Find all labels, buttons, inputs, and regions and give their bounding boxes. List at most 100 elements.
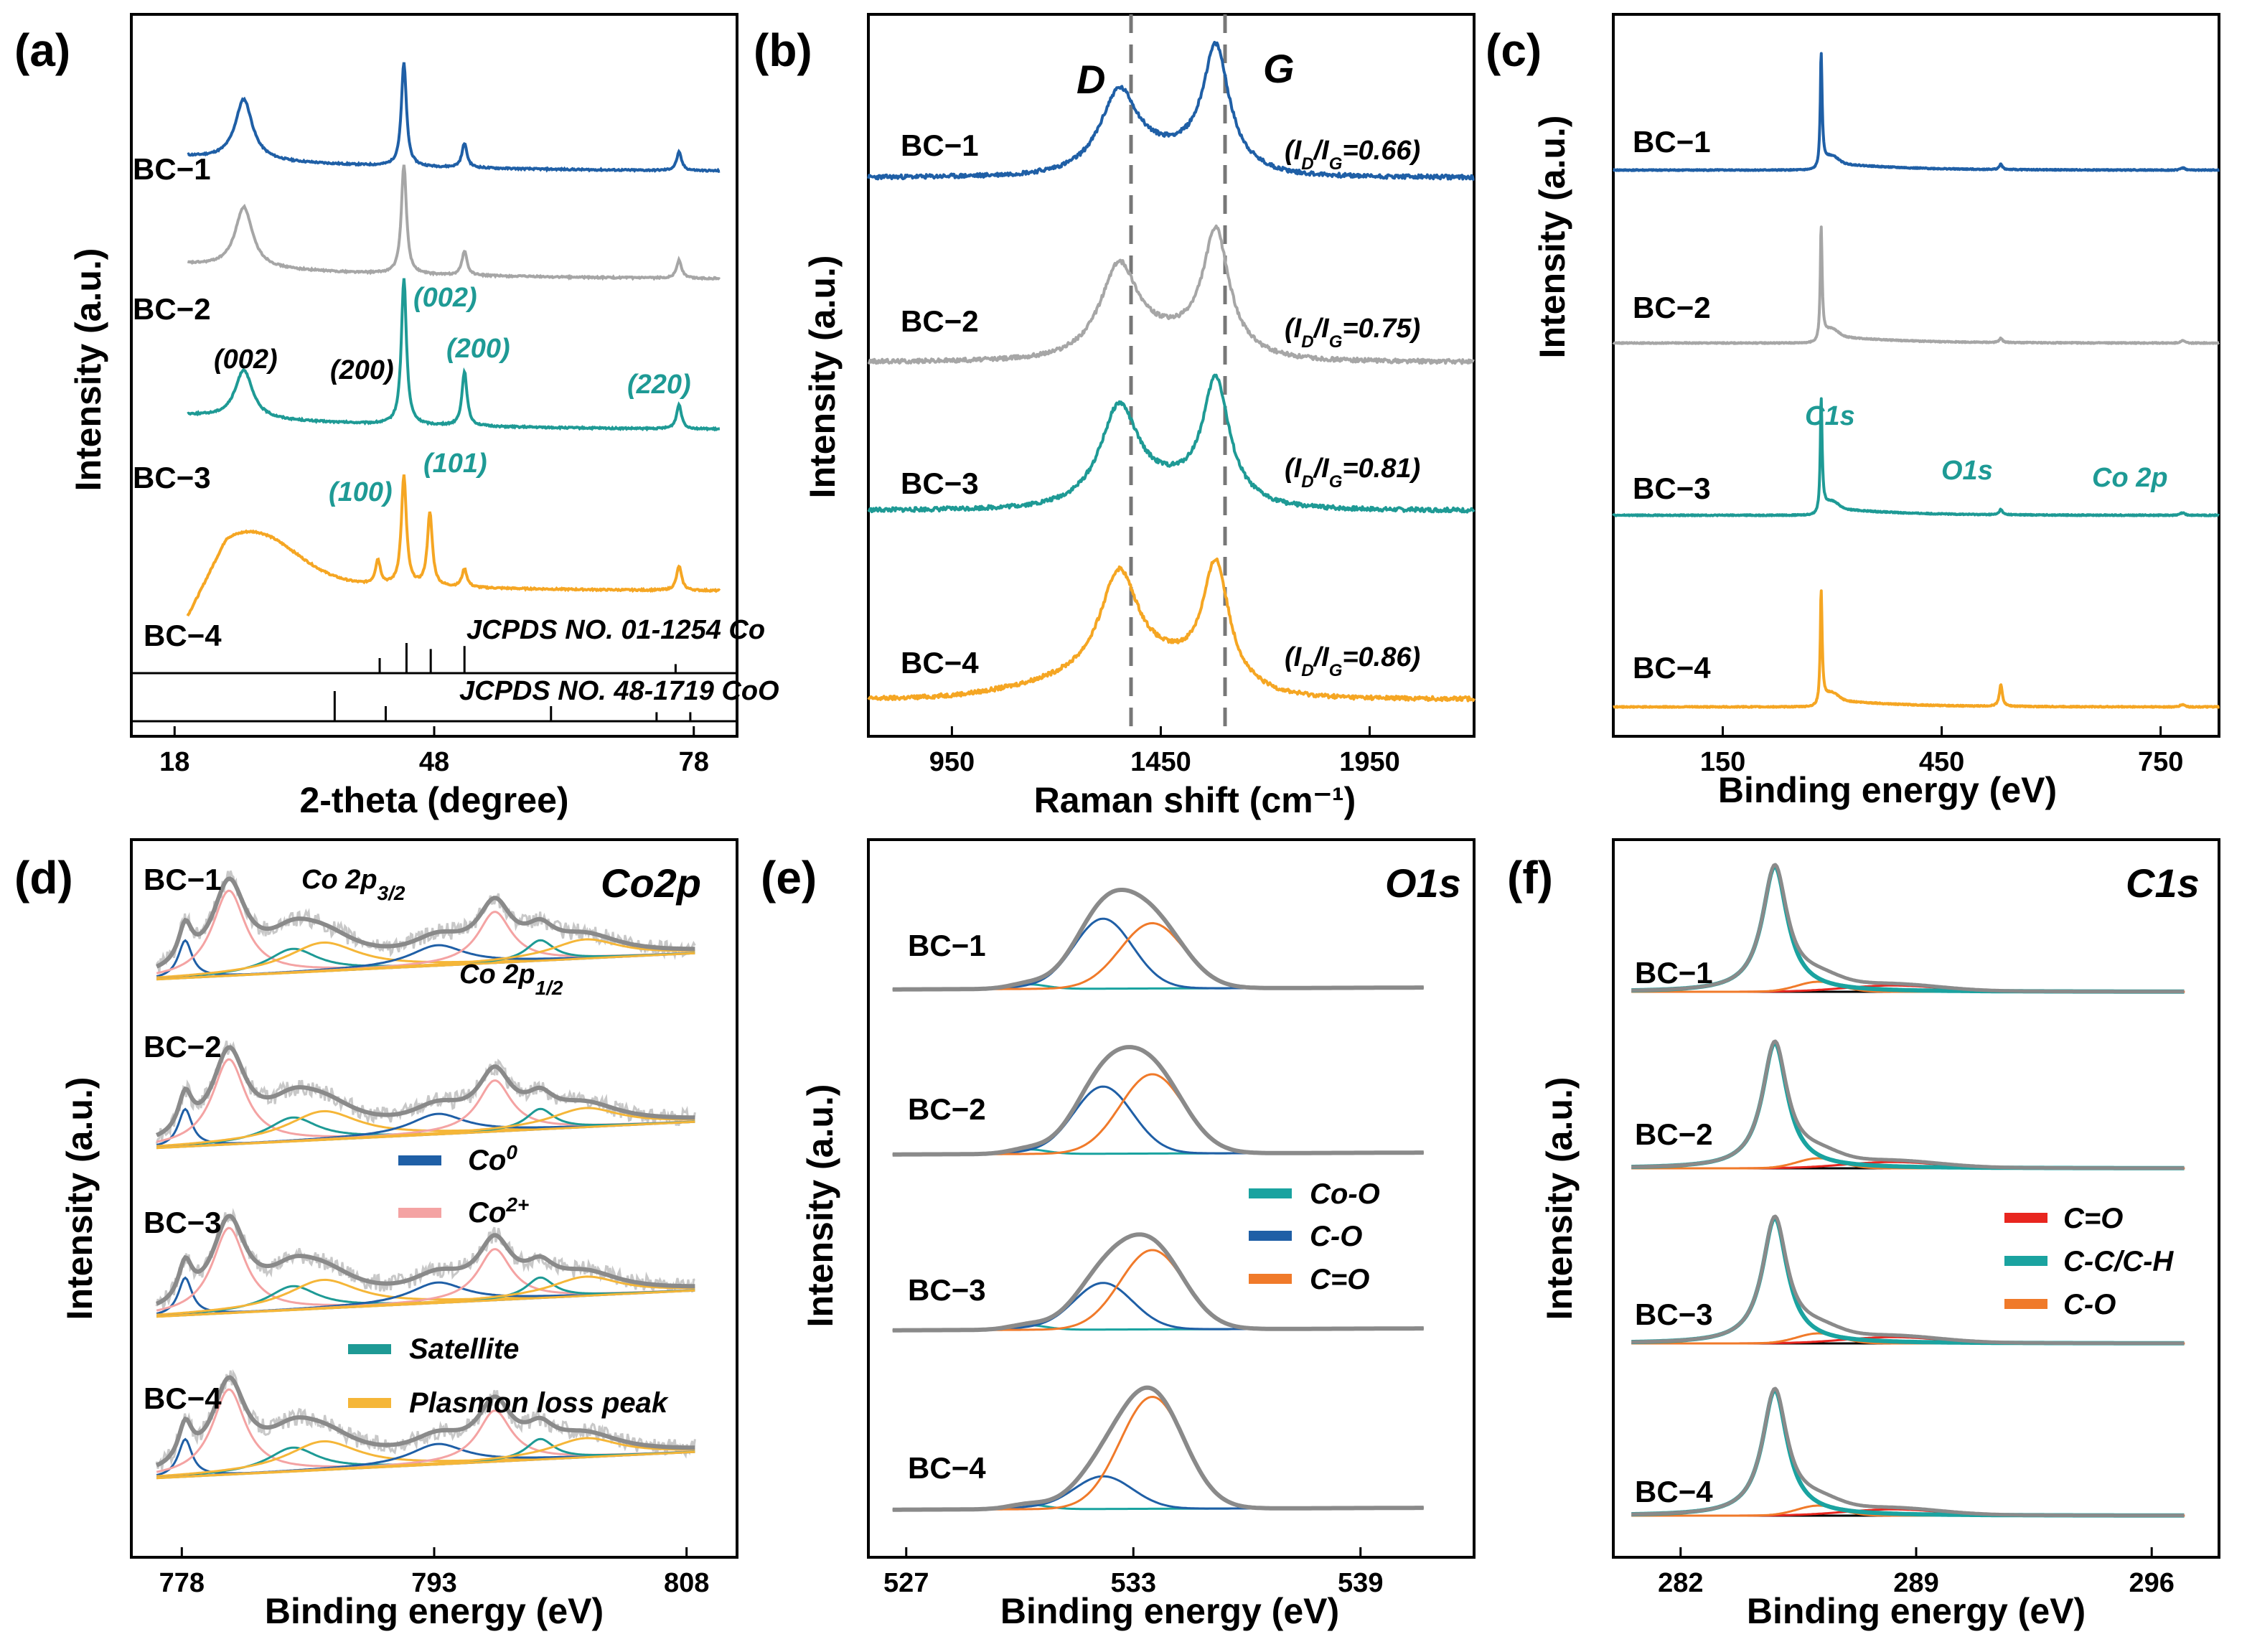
f-tick-label: 282 [1658, 1568, 1703, 1598]
f-tick-label: 296 [2129, 1568, 2175, 1598]
panel-b-frame [867, 13, 1476, 738]
ratio-bc4: (ID/IG=0.86) [1285, 642, 1420, 680]
ratio-bc1-val: =0.66) [1342, 136, 1420, 166]
c1s-envelope-2 [1631, 1039, 2185, 1170]
ratio-bc4-val: =0.86) [1342, 642, 1420, 672]
ratio-bc3: (ID/IG=0.81) [1285, 454, 1420, 492]
panel-c-frame [1612, 13, 2220, 738]
panel-e-x-ticks: 527 533 539 [883, 1547, 1383, 1598]
g-band-label: G [1263, 46, 1295, 91]
o1s-envelope-4 [892, 1385, 1424, 1512]
panel-e: (e) O1s BC−1 BC−2 BC−3 BC−4 Co-O C-O C=O… [761, 838, 1476, 1631]
panel-e-xlabel: Binding energy (eV) [1000, 1591, 1339, 1631]
panel-d-ylabel: Intensity (a.u.) [60, 1077, 100, 1320]
ratio-bc1-i: (I [1285, 136, 1303, 166]
o1s-envelope-3 [892, 1232, 1424, 1333]
panel-f-title: C1s [2126, 860, 2200, 906]
a-bc4-label: BC−4 [144, 619, 222, 652]
co2p-baseline-4 [156, 1450, 695, 1480]
a-bc2-label: BC−2 [133, 292, 211, 326]
panel-c-label: (c) [1486, 24, 1542, 76]
ratio-bc1-d: D [1301, 154, 1313, 174]
legend-co0-label: Co0 [468, 1141, 517, 1177]
panel-c-curves [1612, 52, 2220, 709]
co2p-component-8 [156, 1437, 695, 1479]
ann-coo100: (100) [329, 477, 393, 507]
panel-a-reference-lines [333, 643, 692, 721]
f-bc1-label: BC−1 [1635, 956, 1713, 990]
panel-c: (c) BC−1 BC−2 BC−3 BC−4 C1s O1s Co 2p 15… [1486, 13, 2220, 810]
panel-d-x-ticks: 778 793 808 [159, 1547, 709, 1598]
c1s-envelope-4 [1631, 1386, 2185, 1518]
ann-c002: (002) [214, 344, 278, 375]
panel-c-ylabel: Intensity (a.u.) [1532, 116, 1572, 359]
panel-a: (a) JCPDS NO. 01-1254 Co JCPDS NO. 48-17… [14, 13, 779, 820]
panel-c-x-ticks: 150 450 750 [1700, 726, 2183, 777]
ratio-bc1: (ID/IG=0.66) [1285, 136, 1420, 174]
raman-curve-2 [867, 224, 1475, 365]
raman-curve-4 [867, 557, 1476, 703]
panel-a-label: (a) [14, 24, 70, 76]
panel-f-x-ticks: 282 289 296 [1658, 1547, 2175, 1598]
xrd-curve-2 [187, 164, 721, 281]
panel-a-xlabel: 2-theta (degree) [299, 780, 568, 820]
c-bc3-label: BC−3 [1633, 471, 1711, 505]
b-bc2-label: BC−2 [901, 304, 979, 338]
c1s-envelope-3 [1631, 1214, 2185, 1346]
panel-b-ylabel: Intensity (a.u.) [802, 255, 843, 499]
f-bc2-label: BC−2 [1635, 1117, 1713, 1151]
d-bc4-label: BC−4 [144, 1381, 222, 1415]
legend-coo-label: Co-O [1310, 1178, 1380, 1210]
panel-c-xlabel: Binding energy (eV) [1718, 770, 2057, 810]
panel-e-curves [892, 888, 1424, 1512]
legend-plasmon-label: Plasmon loss peak [409, 1387, 669, 1419]
panel-d-legend: Co0 Co2+ Satellite Plasmon loss peak [348, 1141, 669, 1419]
panel-b-ratios: (ID/IG=0.66) (ID/IG=0.75) (ID/IG=0.81) (… [1285, 136, 1420, 680]
e-bc1-label: BC−1 [908, 929, 986, 962]
f-tick-label: 289 [1893, 1568, 1938, 1598]
b-tick-label: 1450 [1130, 747, 1191, 777]
d-co2p12-ann: Co 2p1/2 [459, 959, 563, 999]
d-tick-label: 793 [411, 1568, 456, 1598]
e-bc4-label: BC−4 [908, 1451, 986, 1485]
co2p-baseline-2 [156, 1120, 695, 1150]
legend-ceqo-label: C=O [1310, 1264, 1369, 1295]
panel-e-legend: Co-O C-O C=O [1249, 1178, 1380, 1295]
xrd-curve-4 [186, 474, 721, 617]
e-tick-label: 533 [1111, 1568, 1156, 1598]
c1s-cc-3 [1631, 1216, 2185, 1346]
survey-curve-4 [1612, 589, 2220, 709]
panel-d-curves [155, 870, 696, 1480]
c-tick-label: 450 [1919, 747, 1964, 777]
c-o1s-ann: O1s [1941, 456, 1993, 486]
ann-co002: (002) [413, 283, 477, 313]
e-bc3-label: BC−3 [908, 1273, 986, 1307]
d-co2p32-ann: Co 2p3/2 [301, 865, 405, 904]
o1s-envelope-1 [892, 888, 1424, 992]
d-bc2-label: BC−2 [144, 1030, 222, 1064]
survey-curve-1 [1612, 52, 2220, 172]
panel-f: (f) C1s BC−1 BC−2 BC−3 BC−4 C=O C-C/C-H … [1507, 838, 2220, 1631]
f-bc3-label: BC−3 [1635, 1297, 1713, 1331]
panel-d-label: (d) [14, 852, 73, 904]
c-co2p-ann: Co 2p [2092, 463, 2168, 493]
panel-b-label: (b) [754, 24, 812, 76]
panel-b: (b) D G BC−1 BC−2 BC−3 BC−4 (ID/IG=0.66)… [754, 13, 1476, 820]
d-bc3-label: BC−3 [144, 1206, 222, 1239]
panel-f-xlabel: Binding energy (eV) [1747, 1591, 2086, 1631]
c-bc2-label: BC−2 [1633, 291, 1711, 324]
e-bc2-label: BC−2 [908, 1092, 986, 1126]
b-bc1-label: BC−1 [901, 128, 979, 162]
legend-f-co-label: C-O [2063, 1289, 2116, 1320]
co2p-envelope-2 [155, 1045, 695, 1137]
panel-d-xlabel: Binding energy (eV) [265, 1591, 604, 1631]
b-tick-label: 1950 [1339, 747, 1400, 777]
ratio-bc2: (ID/IG=0.75) [1285, 314, 1420, 352]
legend-f-cc-label: C-C/C-H [2063, 1246, 2174, 1277]
panel-a-x-ticks: 18 48 78 [159, 726, 709, 777]
d-bc1-label: BC−1 [144, 863, 222, 896]
panel-f-legend: C=O C-C/C-H C-O [2004, 1203, 2174, 1320]
c-tick-label: 750 [2138, 747, 2183, 777]
ratio-bc1-slash: /I [1313, 136, 1331, 166]
